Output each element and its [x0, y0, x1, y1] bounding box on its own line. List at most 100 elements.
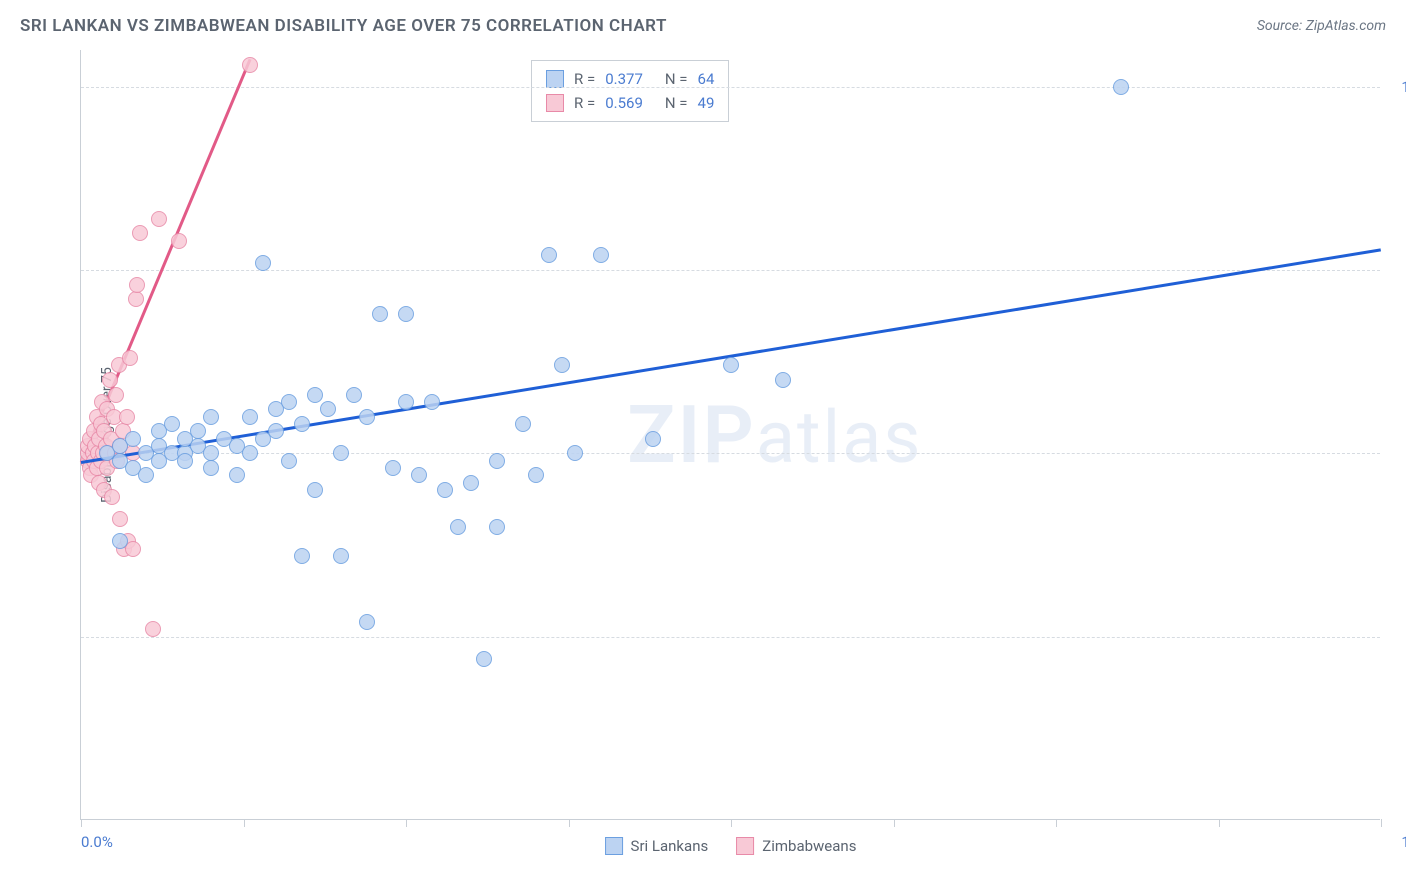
- swatch-icon: [736, 837, 754, 855]
- data-point: [242, 57, 258, 73]
- data-point: [541, 247, 557, 263]
- data-point: [385, 460, 401, 476]
- data-point: [138, 467, 154, 483]
- data-point: [346, 387, 362, 403]
- x-tick: [894, 819, 895, 827]
- data-point: [177, 453, 193, 469]
- data-point: [229, 467, 245, 483]
- y-tick-label: 75.0%: [1390, 261, 1406, 279]
- data-point: [281, 394, 297, 410]
- plot-area: ZIPatlas Disability Age Over 75 R = 0.37…: [80, 50, 1380, 820]
- data-point: [528, 467, 544, 483]
- data-point: [450, 519, 466, 535]
- data-point: [151, 211, 167, 227]
- data-point: [242, 445, 258, 461]
- data-point: [203, 460, 219, 476]
- x-tick: [244, 819, 245, 827]
- data-point: [320, 401, 336, 417]
- data-point: [294, 548, 310, 564]
- data-point: [281, 453, 297, 469]
- data-point: [463, 475, 479, 491]
- data-point: [489, 453, 505, 469]
- x-tick: [1219, 819, 1220, 827]
- data-point: [108, 387, 124, 403]
- data-point: [515, 416, 531, 432]
- stat-label: N =: [665, 91, 688, 115]
- y-tick-label: 100.0%: [1390, 78, 1406, 96]
- data-point: [112, 511, 128, 527]
- data-point: [333, 548, 349, 564]
- data-point: [119, 409, 135, 425]
- data-point: [307, 482, 323, 498]
- data-point: [567, 445, 583, 461]
- data-point: [307, 387, 323, 403]
- x-tick: [1381, 819, 1382, 827]
- x-axis-max-label: 100.0%: [1390, 833, 1406, 851]
- data-point: [203, 445, 219, 461]
- gridline: [81, 87, 1380, 88]
- correlation-chart: SRI LANKAN VS ZIMBABWEAN DISABILITY AGE …: [0, 0, 1406, 892]
- data-point: [398, 306, 414, 322]
- x-tick: [406, 819, 407, 827]
- data-point: [775, 372, 791, 388]
- chart-title: SRI LANKAN VS ZIMBABWEAN DISABILITY AGE …: [20, 16, 667, 36]
- swatch-icon: [546, 94, 564, 112]
- data-point: [190, 423, 206, 439]
- data-point: [132, 225, 148, 241]
- data-point: [255, 255, 271, 271]
- data-point: [171, 233, 187, 249]
- gridline: [81, 270, 1380, 271]
- stat-value: 49: [698, 91, 715, 115]
- chart-source: Source: ZipAtlas.com: [1257, 18, 1386, 34]
- swatch-icon: [605, 837, 623, 855]
- data-point: [128, 291, 144, 307]
- data-point: [129, 277, 145, 293]
- legend-label: Sri Lankans: [631, 837, 709, 855]
- data-point: [359, 409, 375, 425]
- data-point: [424, 394, 440, 410]
- x-tick: [731, 819, 732, 827]
- legend-label: Zimbabweans: [762, 837, 856, 855]
- data-point: [1113, 79, 1129, 95]
- gridline: [81, 453, 1380, 454]
- legend-stats: R = 0.377 N = 64 R = 0.569 N = 49: [531, 60, 729, 122]
- data-point: [398, 394, 414, 410]
- data-point: [122, 350, 138, 366]
- stat-label: R =: [574, 91, 595, 115]
- data-point: [125, 431, 141, 447]
- legend-stats-row: R = 0.569 N = 49: [546, 91, 714, 115]
- legend-series: Sri Lankans Zimbabweans: [605, 837, 857, 855]
- chart-header: SRI LANKAN VS ZIMBABWEAN DISABILITY AGE …: [20, 16, 1386, 36]
- data-point: [372, 306, 388, 322]
- data-point: [489, 519, 505, 535]
- x-tick: [81, 819, 82, 827]
- data-point: [554, 357, 570, 373]
- data-point: [359, 614, 375, 630]
- data-point: [102, 372, 118, 388]
- y-tick-label: 50.0%: [1390, 444, 1406, 462]
- swatch-icon: [546, 70, 564, 88]
- data-point: [164, 416, 180, 432]
- data-point: [723, 357, 739, 373]
- data-point: [476, 651, 492, 667]
- data-point: [242, 409, 258, 425]
- y-tick-label: 25.0%: [1390, 628, 1406, 646]
- x-tick: [1056, 819, 1057, 827]
- data-point: [333, 445, 349, 461]
- data-point: [294, 416, 310, 432]
- x-tick: [569, 819, 570, 827]
- legend-item: Sri Lankans: [605, 837, 709, 855]
- data-point: [268, 423, 284, 439]
- data-point: [203, 409, 219, 425]
- data-point: [104, 489, 120, 505]
- stat-value: 0.569: [605, 91, 643, 115]
- data-point: [437, 482, 453, 498]
- data-point: [645, 431, 661, 447]
- legend-item: Zimbabweans: [736, 837, 856, 855]
- x-axis-min-label: 0.0%: [81, 833, 113, 851]
- data-point: [112, 533, 128, 549]
- gridline: [81, 637, 1380, 638]
- data-point: [145, 621, 161, 637]
- data-point: [593, 247, 609, 263]
- watermark: ZIPatlas: [627, 388, 922, 482]
